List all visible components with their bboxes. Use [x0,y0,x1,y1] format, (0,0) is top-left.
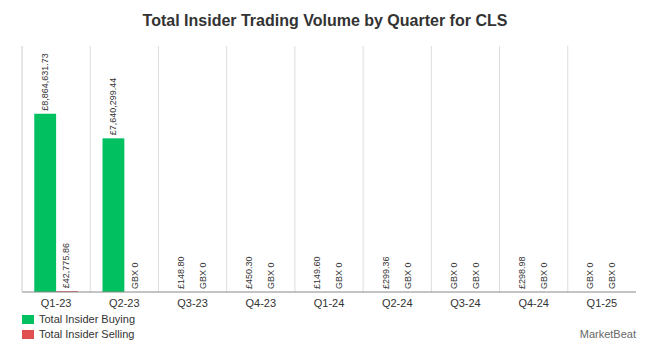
group-separator [431,46,432,292]
x-tick-label: Q1-23 [41,297,72,309]
bars [34,114,533,292]
data-label: £299.36 [381,256,391,289]
data-label: GBX 0 [607,262,617,289]
group-separator [499,46,500,292]
data-label: GBX 0 [449,262,459,289]
data-label: GBX 0 [198,262,208,289]
group-separator [226,46,227,292]
x-tick-label: Q2-23 [109,297,140,309]
y-axis-line [22,46,23,292]
x-tick-label: Q1-25 [587,297,618,309]
group-separator [363,46,364,292]
data-label: £450.30 [244,256,254,289]
data-label: GBX 0 [334,262,344,289]
data-label: £7,640,299.44 [108,78,118,136]
x-tick-label: Q1-24 [314,297,345,309]
data-label: GBX 0 [403,262,413,289]
legend: Total Insider Buying Total Insider Sellin… [22,313,135,340]
x-tick-label: Q2-24 [382,297,413,309]
title: Total Insider Trading Volume by Quarter … [143,12,508,29]
group-separator [567,46,568,292]
x-tick-label: Q3-24 [450,297,481,309]
group-separator [158,46,159,292]
x-axis-line [22,292,636,293]
legend-label: Total Insider Buying [39,313,135,325]
legend-label: Total Insider Selling [39,328,134,340]
x-tick-label: Q4-24 [518,297,549,309]
data-label: £149.60 [312,256,322,289]
group-separator [90,46,91,292]
data-label: £42,775.86 [61,243,71,288]
annotation: MarketBeat [580,328,636,340]
data-label: GBX 0 [471,262,481,289]
chart: Total Insider Trading Volume by Quarter … [0,0,650,350]
chart-container: Total Insider Trading Volume by Quarter … [0,0,650,350]
data-label: GBX 0 [266,262,276,289]
x-tick-label: Q4-23 [245,297,276,309]
x-tick-label: Q3-23 [177,297,208,309]
bar [103,138,125,292]
data-label: £8,864,631.73 [40,53,50,111]
group-separator [294,46,295,292]
data-label: GBX 0 [130,262,140,289]
data-labels: £8,864,631.73 £7,640,299.44 £148.80 £450.30… [40,53,618,289]
legend-swatch [22,315,34,324]
data-label: GBX 0 [539,262,549,289]
legend-swatch [22,330,34,339]
bar [34,114,56,292]
data-label: £298.98 [517,256,527,289]
data-label: £148.80 [176,256,186,289]
data-label: GBX 0 [585,262,595,289]
